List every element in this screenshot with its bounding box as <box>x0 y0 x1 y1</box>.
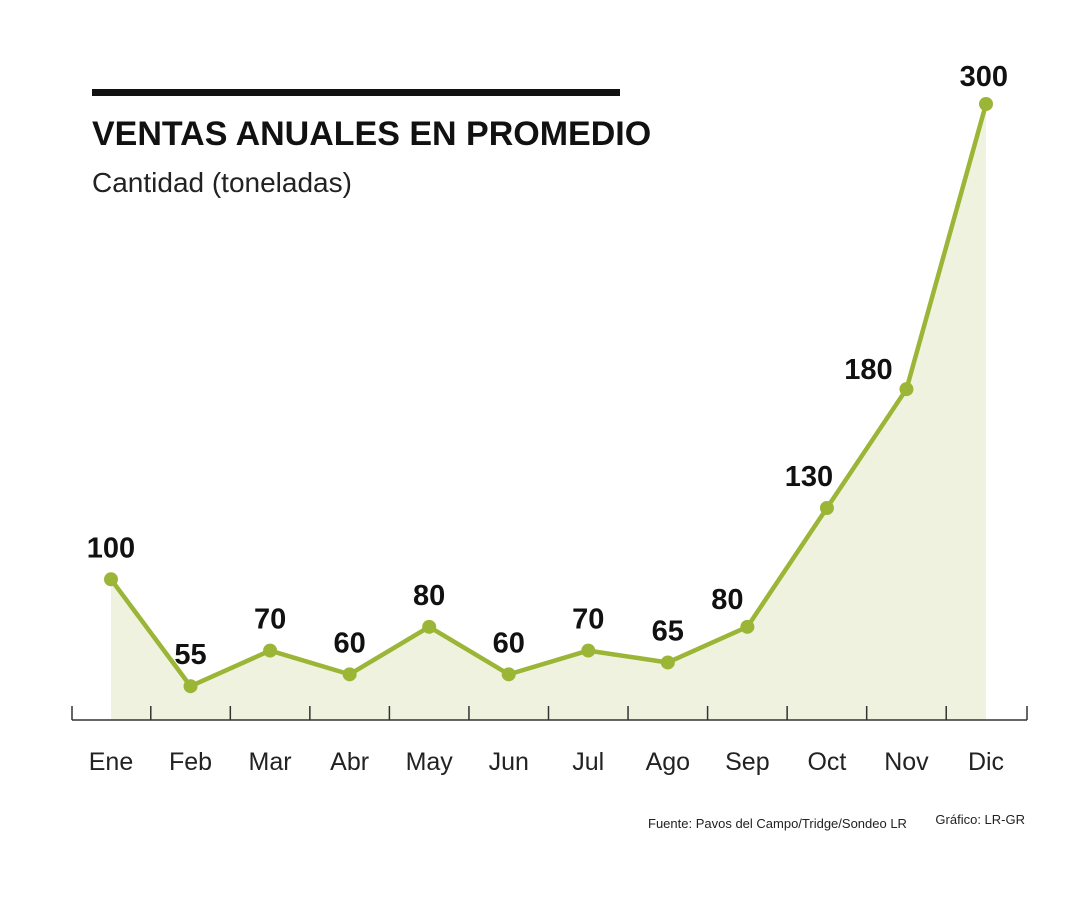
data-point-jun <box>501 667 516 682</box>
data-point-jul <box>581 643 596 658</box>
value-label-abr: 60 <box>334 627 366 659</box>
value-label-may: 80 <box>413 580 445 612</box>
month-label-jul: Jul <box>572 748 604 776</box>
month-label-ago: Ago <box>646 748 690 776</box>
area-fill <box>111 104 986 720</box>
month-label-oct: Oct <box>807 748 846 776</box>
data-point-sep <box>740 619 755 634</box>
value-label-sep: 80 <box>711 584 743 616</box>
data-point-may <box>422 619 437 634</box>
chart-subtitle: Cantidad (toneladas) <box>92 167 352 198</box>
value-label-ene: 100 <box>87 532 135 564</box>
data-point-mar <box>263 643 278 658</box>
credit-note: Gráfico: LR-GR <box>935 812 1025 827</box>
value-label-jun: 60 <box>493 627 525 659</box>
x-axis-ticks <box>71 706 1028 720</box>
source-note: Fuente: Pavos del Campo/Tridge/Sondeo LR <box>648 816 907 831</box>
data-point-oct <box>819 501 834 515</box>
value-label-feb: 55 <box>174 639 206 671</box>
month-label-jun: Jun <box>489 748 529 776</box>
month-label-abr: Abr <box>330 748 369 776</box>
month-label-may: May <box>406 748 454 776</box>
data-points <box>104 97 993 694</box>
value-label-jul: 70 <box>572 604 604 636</box>
data-point-feb <box>183 679 198 694</box>
data-point-ago <box>660 655 675 670</box>
value-label-dic: 300 <box>960 61 1008 93</box>
value-label-mar: 70 <box>254 604 286 636</box>
data-point-dic <box>979 97 993 111</box>
month-label-nov: Nov <box>884 748 929 776</box>
value-label-nov: 180 <box>844 354 892 386</box>
value-label-oct: 130 <box>785 461 833 493</box>
month-label-feb: Feb <box>169 748 212 776</box>
data-point-abr <box>342 667 357 682</box>
month-label-dic: Dic <box>968 748 1004 776</box>
value-label-ago: 65 <box>652 615 684 647</box>
month-label-sep: Sep <box>725 748 769 776</box>
data-point-ene <box>104 572 118 587</box>
month-label-ene: Ene <box>89 748 133 776</box>
month-labels: Ene Feb Mar Abr May Jun Jul Ago Sep Oct Nov Dic <box>89 748 1004 776</box>
month-label-mar: Mar <box>249 748 292 776</box>
plot-area: 100 55 70 60 80 60 70 65 80 130 180 300 Ene Feb Mar Ab… <box>71 61 1028 776</box>
data-point-nov <box>899 382 914 397</box>
title-bar <box>92 89 620 96</box>
value-labels: 100 55 70 60 80 60 70 65 80 130 180 300 <box>87 61 1008 671</box>
chart-title: VENTAS ANUALES EN PROMEDIO <box>92 115 651 153</box>
series-line <box>108 101 989 689</box>
